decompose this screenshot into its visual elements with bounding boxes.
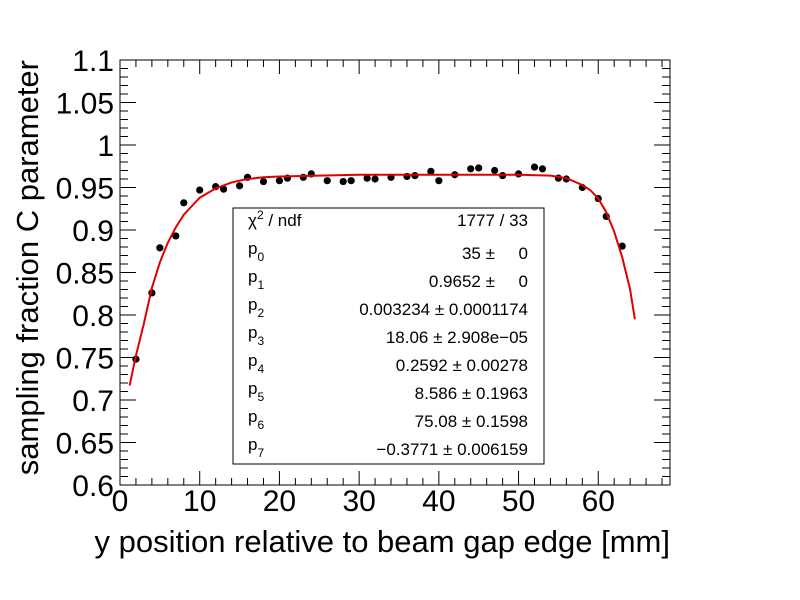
stat-value: 1777 / 33 <box>457 211 528 230</box>
data-point <box>235 182 244 190</box>
plot-frame <box>119 59 671 486</box>
y-tick-label: 0.7 <box>72 385 114 418</box>
y-tick-label: 0.9 <box>72 215 114 248</box>
data-point <box>618 242 626 250</box>
fit-curve <box>128 173 636 386</box>
data-point <box>371 175 379 183</box>
stats-box-frame <box>232 207 545 465</box>
y-tick-label: 0.6 <box>72 470 114 503</box>
stat-label: p7 <box>248 435 264 460</box>
data-point <box>275 177 284 185</box>
data-point <box>427 167 435 175</box>
stat-label: p3 <box>248 323 264 348</box>
data-point <box>363 174 371 182</box>
data-point <box>475 164 483 172</box>
x-tick-label: 20 <box>263 485 296 518</box>
tick-labels: 0 10 20 30 40 50 60 0.6 0.65 0.7 0.75 0.8 0.85 0.9 0.9… <box>56 45 615 518</box>
x-tick-label: 30 <box>342 485 375 518</box>
x-tick-label: 50 <box>502 485 535 518</box>
y-tick-label: 1 <box>97 130 114 163</box>
stat-value: 0.9652 ± 0 <box>429 272 528 291</box>
stat-value: 8.586 ± 0.1963 <box>415 384 528 403</box>
stat-value: −0.3771 ± 0.006159 <box>376 440 528 459</box>
data-point <box>530 163 539 171</box>
stat-value: 18.06 ± 2.908e−05 <box>386 328 528 347</box>
data-point <box>259 177 268 186</box>
fit-stats-box: χ2 / ndf 1777 / 33 p0 35 ± 0 p1 0.9652 ± 0 p2 0… <box>232 207 545 465</box>
stat-value: 0.003234 ± 0.0001174 <box>359 300 528 319</box>
data-point <box>156 244 164 252</box>
stat-label: p4 <box>248 351 264 376</box>
data-point <box>339 177 347 186</box>
data-point <box>435 177 443 185</box>
stat-value: 35 ± 0 <box>462 244 528 263</box>
y-tick-label: 0.95 <box>56 173 114 206</box>
y-tick-label: 1.05 <box>56 88 114 121</box>
data-point <box>491 166 499 175</box>
y-tick-label: 0.85 <box>56 258 114 291</box>
stat-value: 0.2592 ± 0.00278 <box>396 356 528 375</box>
data-point <box>220 185 228 193</box>
y-tick-label: 1.1 <box>72 45 114 78</box>
x-tick-label: 10 <box>183 485 216 518</box>
data-point <box>538 165 547 173</box>
data-point <box>299 173 307 181</box>
y-tick-label: 0.75 <box>56 343 114 376</box>
data-point <box>467 165 475 173</box>
data-points <box>132 163 626 363</box>
data-point <box>323 177 331 185</box>
stat-label: p6 <box>248 407 264 432</box>
x-tick-label: 0 <box>112 485 129 518</box>
data-point <box>180 199 188 207</box>
x-tick-label: 60 <box>582 485 615 518</box>
data-point <box>172 232 180 240</box>
stat-label: p1 <box>248 267 264 292</box>
stat-label: p5 <box>248 379 264 404</box>
data-point <box>196 186 204 194</box>
x-tick-label: 40 <box>422 485 455 518</box>
stat-label: p2 <box>248 295 264 320</box>
stat-label: p0 <box>248 239 264 264</box>
y-tick-label: 0.65 <box>56 428 114 461</box>
stat-value: 75.08 ± 0.1598 <box>415 412 528 431</box>
data-point <box>347 177 355 185</box>
x-axis-title: y position relative to beam gap edge [mm… <box>94 524 670 559</box>
y-tick-label: 0.8 <box>72 300 114 333</box>
y-axis-title: sampling fraction C parameter <box>10 60 45 475</box>
stat-label: χ2 / ndf <box>248 208 302 230</box>
